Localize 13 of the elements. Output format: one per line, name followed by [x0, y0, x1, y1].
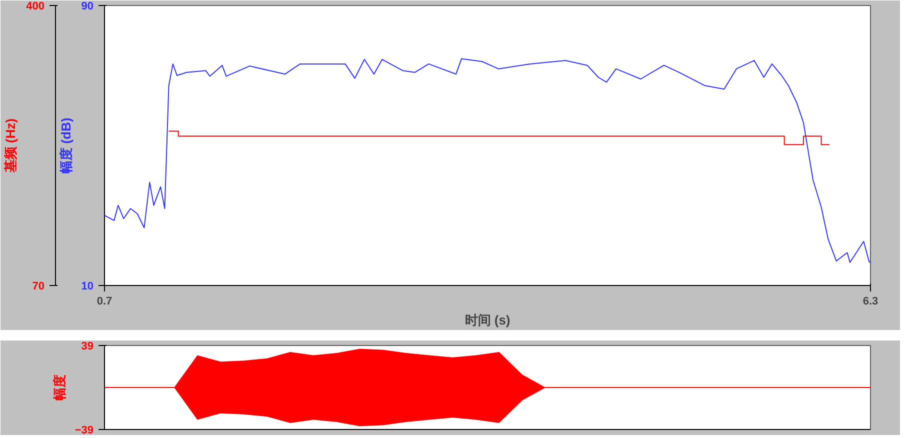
y2-tick-label: 70 [32, 280, 45, 292]
y-tick-label: 10 [81, 280, 94, 292]
y2-axis-title: 基频 (Hz) [3, 118, 18, 174]
y-tick-label: 90 [81, 0, 94, 12]
y-tick-label: −39 [74, 424, 94, 436]
x-tick-label: 6.3 [862, 296, 878, 308]
y-axis-title: 幅度 [52, 374, 67, 400]
x-axis-title: 时间 (s) [464, 312, 510, 328]
y-axis-title: 幅度 (dB) [58, 118, 74, 174]
y2-tick-label: 400 [26, 0, 45, 12]
line-series [104, 58, 870, 263]
x-tick-label: 0.7 [96, 296, 112, 308]
y-tick-label: 39 [81, 340, 94, 352]
